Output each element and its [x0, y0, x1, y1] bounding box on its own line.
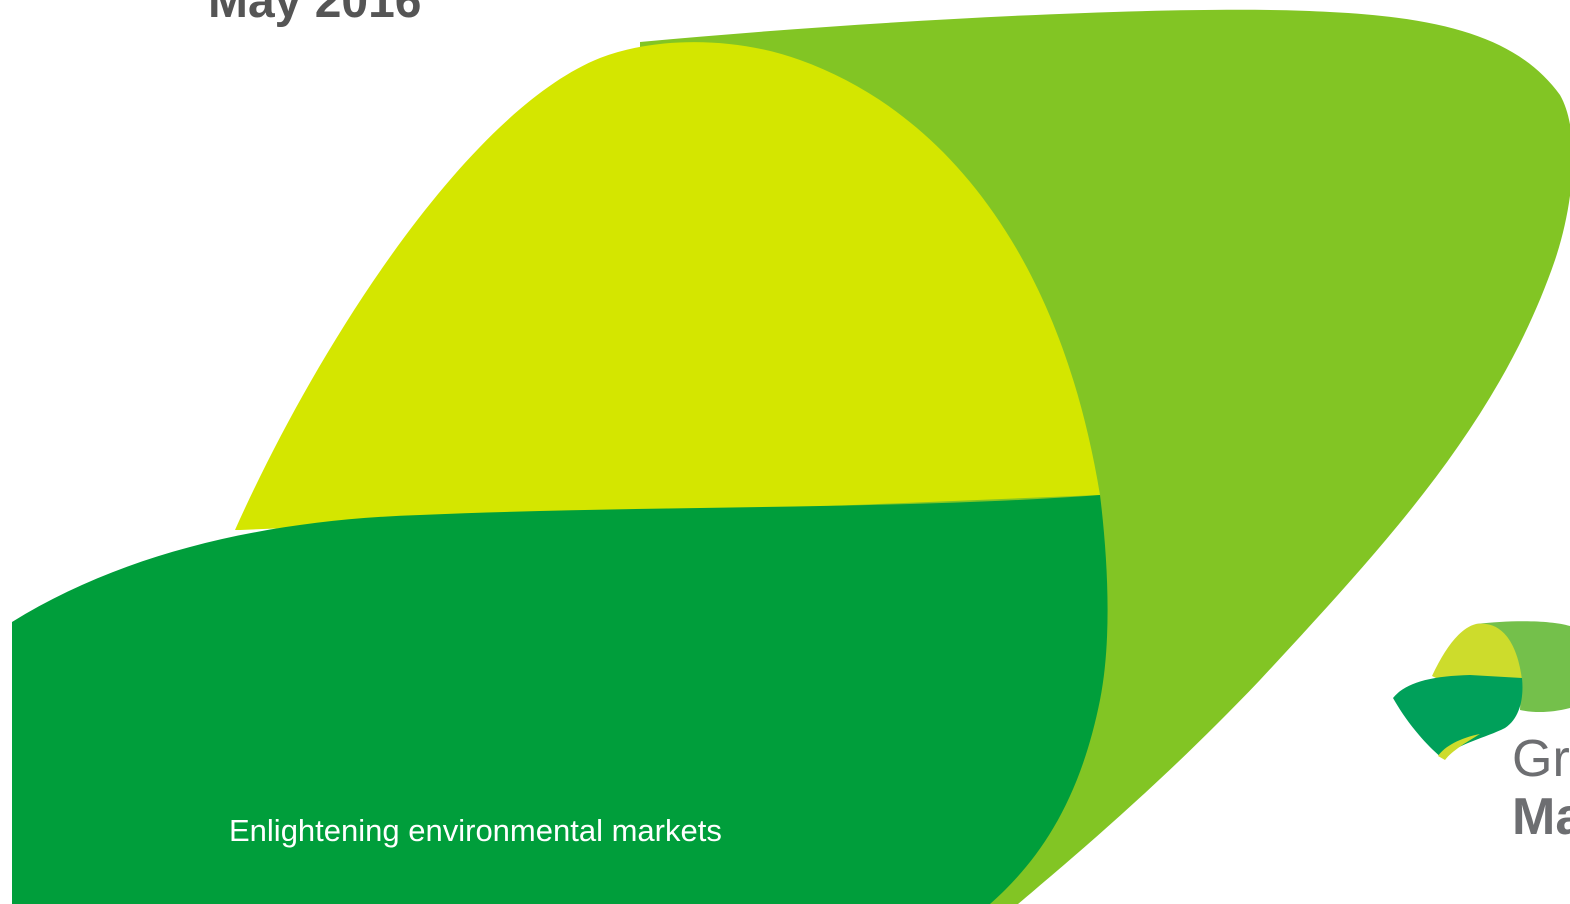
slide-date: May 2016 — [208, 0, 422, 28]
logo-dark-green-petal — [1393, 675, 1523, 758]
logo-wordmark: Gr Ma — [1512, 730, 1570, 846]
logo-light-green-petal — [1476, 621, 1570, 713]
lime-leaf-shape — [235, 42, 1100, 531]
dark-green-leaf-shape — [12, 495, 1108, 904]
tagline: Enlightening environmental markets — [229, 813, 722, 848]
logo-word-green: Gr — [1512, 730, 1570, 788]
logo-lime-petal — [1432, 623, 1522, 680]
green-markets-logo-icon — [1393, 621, 1570, 760]
logo-word-markets: Ma — [1512, 788, 1570, 846]
logo-leaf-tip — [1438, 734, 1480, 760]
